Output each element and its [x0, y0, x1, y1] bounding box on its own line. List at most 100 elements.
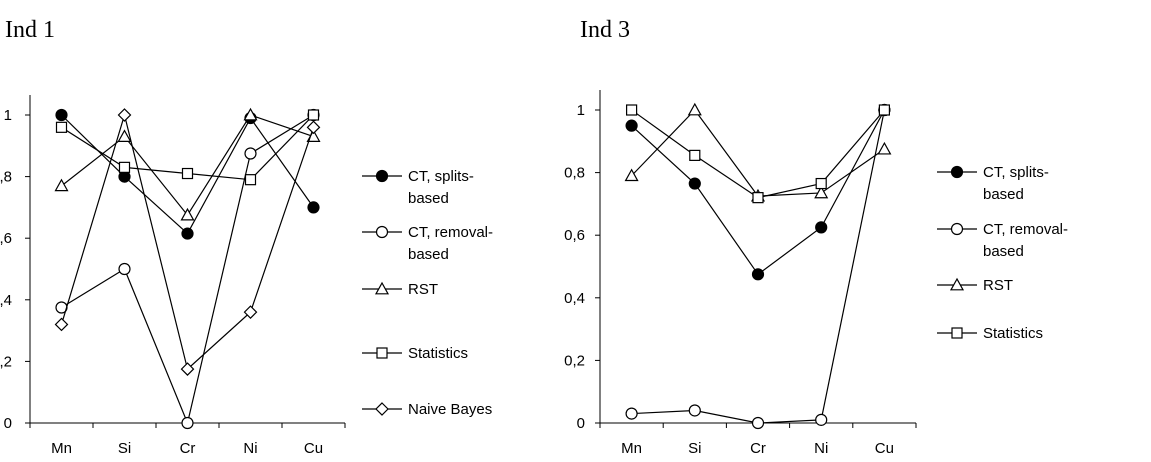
- legend-label: Statistics: [408, 345, 468, 362]
- data-point-marker: [180, 362, 195, 376]
- x-tick-label: Cr: [180, 440, 196, 457]
- data-point-marker: [752, 192, 764, 204]
- series-line: [631, 109, 885, 199]
- x-tick-label: Cu: [304, 440, 323, 457]
- x-tick-label: Ni: [814, 440, 828, 457]
- series-1: [55, 108, 320, 430]
- data-point-marker: [244, 147, 257, 160]
- data-point-marker: [689, 149, 701, 161]
- data-point-marker: [815, 177, 827, 190]
- data-point-marker: [181, 167, 194, 180]
- y-tick-label: 0: [4, 415, 12, 432]
- x-tick-label: Mn: [51, 440, 72, 457]
- chart-title-ind3: Ind 3: [580, 17, 630, 43]
- series-line: [61, 114, 314, 425]
- data-point-marker: [117, 129, 132, 142]
- y-tick-label: ,4: [0, 292, 12, 309]
- data-point-marker: [307, 201, 320, 214]
- data-point-marker: [54, 317, 69, 332]
- line-chart-ind3: 0 0,2 0,4 0,6 0,8 1 Mn Si Cr Ni Cu CT, splits-based…: [564, 90, 1068, 457]
- legend-marker: [950, 222, 964, 236]
- series-1: [625, 103, 891, 430]
- line-chart-ind1: 0 ,2 ,4 ,6 ,8 1 Mn Si Cr Ni Cu CT, splits-based CT, …: [0, 95, 493, 457]
- series-2: [54, 107, 321, 221]
- y-tick-label: 0,6: [564, 227, 585, 244]
- data-point-marker: [688, 177, 701, 190]
- legend-label: CT, removal-based: [408, 224, 493, 263]
- legend-label: RST: [408, 281, 438, 298]
- data-point-marker: [307, 109, 320, 121]
- data-point-marker: [815, 413, 828, 426]
- data-point-marker: [625, 104, 638, 116]
- legend-marker: [949, 277, 965, 291]
- legend-marker: [376, 347, 388, 359]
- data-point-marker: [625, 119, 638, 132]
- legend-label: CT, splits-based: [983, 164, 1049, 203]
- data-point-marker: [688, 404, 701, 417]
- x-tick-label: Cr: [750, 440, 766, 457]
- data-point-marker: [118, 161, 131, 173]
- data-point-marker: [243, 107, 258, 121]
- y-tick-label: 0: [577, 415, 585, 432]
- data-point-marker: [624, 168, 639, 182]
- legend-marker: [375, 402, 389, 416]
- legend-item: Statistics: [937, 325, 1043, 342]
- data-point-marker: [118, 262, 131, 276]
- series-2: [624, 102, 892, 202]
- data-point-marker: [55, 108, 68, 122]
- data-point-marker: [815, 221, 828, 234]
- data-point-marker: [751, 416, 765, 430]
- data-point-marker: [306, 120, 321, 135]
- series-4: [54, 108, 321, 376]
- legend-label: Naive Bayes: [408, 401, 492, 418]
- data-point-marker: [877, 141, 892, 155]
- legend-item: RST: [937, 277, 1013, 294]
- data-point-marker: [55, 121, 68, 133]
- data-point-marker: [687, 102, 702, 116]
- y-tick-label: ,6: [0, 230, 12, 247]
- y-tick-label: ,2: [0, 353, 12, 370]
- data-point-marker: [243, 305, 258, 319]
- x-tick-label: Cu: [875, 440, 894, 457]
- x-tick-label: Ni: [243, 440, 257, 457]
- legend-label: CT, splits-based: [408, 168, 474, 207]
- x-tick-label: Si: [118, 440, 131, 457]
- legend-label: CT, removal-based: [983, 221, 1068, 260]
- data-point-marker: [751, 268, 765, 281]
- legend-item: CT, removal-based: [937, 221, 1068, 260]
- legend-marker: [375, 169, 389, 183]
- y-tick-label: 0,8: [564, 165, 585, 182]
- legend-marker: [950, 165, 964, 179]
- legend-marker: [951, 327, 963, 339]
- x-tick-label: Si: [688, 440, 701, 457]
- legend-label: Statistics: [983, 325, 1043, 342]
- legend-item: CT, splits-based: [937, 164, 1049, 203]
- legend-item: CT, splits-based: [362, 168, 474, 207]
- data-point-marker: [181, 416, 194, 430]
- y-tick-label: 1: [577, 102, 585, 119]
- legend-label: RST: [983, 277, 1013, 294]
- data-point-marker: [244, 174, 257, 186]
- legend-marker: [374, 281, 390, 295]
- legend-marker: [375, 225, 389, 239]
- series-line: [631, 109, 885, 424]
- data-point-marker: [878, 104, 891, 116]
- series-3: [55, 109, 320, 186]
- y-tick-label: 1: [4, 107, 12, 124]
- data-point-marker: [117, 108, 132, 122]
- data-point-marker: [54, 178, 69, 192]
- y-tick-label: 0,4: [564, 290, 585, 307]
- y-tick-label: 0,2: [564, 352, 585, 369]
- legend-item: CT, removal-based: [362, 224, 493, 263]
- x-tick-label: Mn: [621, 440, 642, 457]
- series-3: [625, 104, 891, 204]
- chart-title-ind1: Ind 1: [5, 17, 55, 43]
- data-point-marker: [180, 207, 195, 221]
- series-line: [631, 109, 885, 197]
- data-point-marker: [181, 227, 194, 240]
- y-tick-label: ,8: [0, 169, 12, 186]
- data-point-marker: [625, 407, 638, 420]
- data-point-marker: [814, 185, 829, 199]
- legend-item: Naive Bayes: [362, 401, 492, 418]
